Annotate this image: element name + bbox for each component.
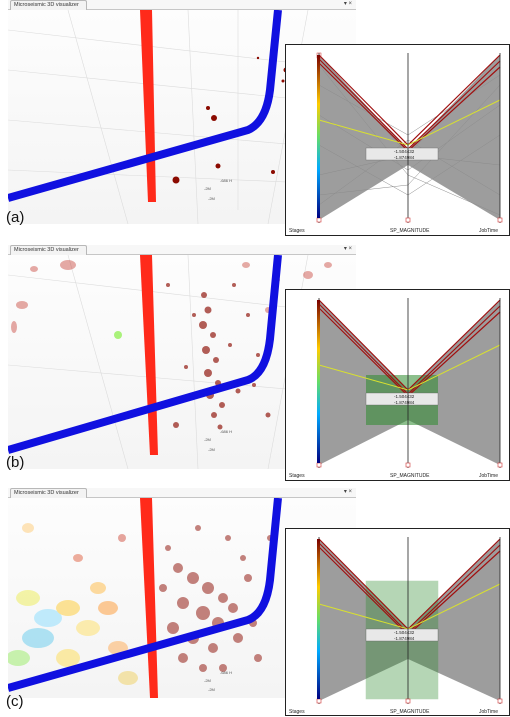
panel-c: Microseismic 3D visualizer ▾ × (0, 488, 510, 717)
caption-b: (b) (6, 454, 25, 471)
pc-svg: -1.504432 -1.874984 (316, 52, 503, 223)
parallel-coordinates-plot[interactable]: -1.504432 -1.874984 Stages SP_MAGNITUDE … (285, 289, 510, 481)
red-well (140, 255, 158, 455)
red-well (140, 10, 156, 202)
scene-svg: -686 H -2M -2M (8, 10, 356, 224)
axis-label-jobtime: JobTime (479, 473, 498, 479)
window-tab[interactable]: Microseismic 3D visualizer (10, 245, 87, 255)
axis-label-sp-magnitude: SP_MAGNITUDE (390, 709, 430, 715)
axis-label-sp-magnitude: SP_MAGNITUDE (390, 473, 430, 479)
blue-well (8, 255, 282, 454)
window-controls[interactable]: ▾ × (343, 246, 352, 252)
panel-a: Microseismic 3D visualizer ▾ × -686 H -2… (0, 0, 510, 236)
filter-lower: -1.874984 (394, 155, 415, 160)
scene-tick: -2M (204, 186, 211, 191)
window-titlebar (8, 488, 356, 498)
window-title: Microseismic 3D visualizer (14, 247, 79, 253)
parallel-coordinates-plot[interactable]: -1.504432 -1.874984 Stages SP_MAGNITUDE … (285, 528, 510, 716)
caption-c: (c) (6, 693, 24, 710)
caption-a: (a) (6, 209, 25, 226)
scene-svg: -686 H -2M -2M (8, 255, 356, 469)
scene-tick: -2M (204, 678, 211, 683)
filter-upper: -1.504432 (394, 394, 415, 399)
window-tab[interactable]: Microseismic 3D visualizer (10, 488, 87, 498)
panel-b: Microseismic 3D visualizer ▾ × (0, 245, 510, 481)
pc-svg: -1.504432 -1.874984 (316, 298, 503, 468)
scene-tick: -686 H (220, 178, 232, 183)
window-titlebar (8, 245, 356, 255)
blue-well (8, 498, 282, 692)
window-controls[interactable]: ▾ × (343, 1, 352, 7)
red-well (140, 498, 158, 698)
window-titlebar (8, 0, 356, 10)
axis-label-jobtime: JobTime (479, 228, 498, 234)
axis-label-stages: Stages (289, 473, 305, 479)
scene-svg: -686 H -2M -2M (8, 498, 282, 698)
parallel-coordinates-plot[interactable]: -1.504432 -1.874984 Stages SP_MAGNITUDE … (285, 44, 510, 236)
scene-tick: -2M (204, 437, 211, 442)
axis-label-stages: Stages (289, 709, 305, 715)
scene-tick: -686 H (220, 429, 232, 434)
filter-upper: -1.504432 (394, 149, 415, 154)
window-controls[interactable]: ▾ × (343, 489, 352, 495)
window-title: Microseismic 3D visualizer (14, 2, 79, 8)
scene-tick: -686 H (220, 670, 232, 675)
window-tab[interactable]: Microseismic 3D visualizer (10, 0, 87, 10)
window-title: Microseismic 3D visualizer (14, 490, 79, 496)
blue-well (8, 10, 282, 202)
pc-svg: -1.504432 -1.874984 (316, 537, 503, 704)
filter-upper: -1.504432 (394, 630, 415, 635)
axis-label-jobtime: JobTime (479, 709, 498, 715)
scene-tick: -2M (208, 687, 215, 692)
scene-tick: -2M (208, 196, 215, 201)
axis-label-sp-magnitude: SP_MAGNITUDE (390, 228, 430, 234)
filter-lower: -1.874984 (394, 400, 415, 405)
axis-label-stages: Stages (289, 228, 305, 234)
scene-tick: -2M (208, 447, 215, 452)
filter-lower: -1.874984 (394, 636, 415, 641)
